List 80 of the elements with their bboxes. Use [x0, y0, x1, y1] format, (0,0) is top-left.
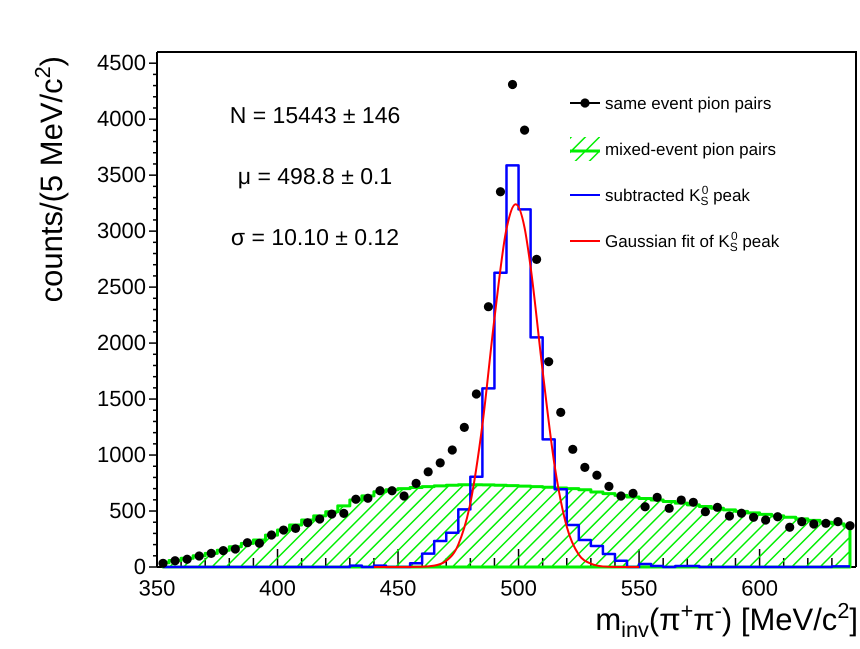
legend-label: subtracted K$_{S}$$^{0}$ peak	[605, 183, 750, 208]
point	[484, 302, 494, 312]
point	[158, 558, 168, 568]
point	[254, 538, 264, 548]
point	[412, 478, 421, 488]
legend-label: Gaussian fit of K$_{S}$$^{0}$ peak	[605, 229, 780, 254]
point	[821, 518, 830, 528]
annotation: μ = 498.8 ± 0.1	[238, 163, 392, 190]
point	[700, 507, 710, 516]
point	[544, 357, 554, 366]
point	[278, 525, 288, 535]
point	[580, 462, 590, 472]
point	[170, 556, 180, 566]
point	[556, 408, 566, 417]
y-tick-label: 3500	[97, 162, 146, 188]
legend-label: mixed-event pion pairs	[605, 140, 776, 159]
point	[399, 491, 409, 501]
x-tick-label: 400	[259, 575, 296, 600]
point	[773, 512, 782, 522]
point	[628, 488, 638, 498]
y-tick-label: 4500	[97, 50, 146, 76]
point	[242, 538, 252, 548]
point	[508, 80, 518, 90]
point	[315, 514, 324, 524]
point	[845, 521, 855, 530]
y-tick-label: 2000	[97, 330, 146, 356]
point	[448, 445, 457, 455]
y-tick-label: 1000	[97, 442, 146, 468]
point	[339, 508, 348, 518]
point	[520, 126, 530, 135]
point	[327, 509, 336, 519]
y-tick-label: 1500	[97, 386, 146, 412]
point	[664, 504, 674, 513]
x-tick-label: 450	[380, 575, 416, 600]
point	[809, 519, 818, 529]
point	[472, 389, 481, 399]
point	[387, 486, 397, 496]
point	[736, 508, 746, 518]
y-tick-label: 4000	[97, 106, 146, 132]
annotation: N = 15443 ± 146	[230, 102, 400, 128]
point	[290, 524, 300, 533]
point	[351, 494, 360, 504]
point	[833, 517, 843, 526]
point	[436, 458, 445, 468]
point	[616, 491, 626, 501]
point	[761, 515, 770, 525]
point	[266, 530, 276, 540]
point	[218, 546, 228, 556]
point	[676, 495, 686, 505]
point	[724, 511, 734, 521]
point	[797, 517, 806, 526]
y-tick-label: 2500	[97, 274, 146, 300]
point	[194, 551, 204, 561]
point	[363, 494, 373, 503]
text: m$_{inv}$(π$^{+}$π$^{-}$) [MeV/c$^{2}$]	[595, 598, 858, 642]
point	[604, 482, 614, 491]
point	[182, 554, 192, 564]
x-tick-label: 500	[500, 575, 537, 600]
point	[640, 502, 650, 512]
point	[688, 498, 698, 507]
legend-label: same event pion pairs	[605, 94, 772, 113]
point	[206, 548, 216, 558]
point	[748, 512, 758, 522]
x-tick-label: 600	[741, 575, 778, 600]
point	[592, 470, 602, 480]
x-tick-label: 550	[620, 575, 658, 600]
point	[568, 444, 578, 454]
point	[424, 467, 433, 476]
y-tick-label: 500	[109, 498, 146, 524]
point	[652, 492, 662, 502]
annotation: σ = 10.10 ± 0.12	[230, 224, 400, 250]
point	[375, 486, 385, 496]
point	[496, 187, 506, 196]
point	[785, 522, 794, 532]
point	[712, 502, 722, 512]
point	[532, 254, 542, 264]
y-tick-label: 3000	[97, 218, 146, 244]
point	[230, 544, 240, 554]
point	[460, 422, 469, 432]
point	[303, 518, 312, 528]
